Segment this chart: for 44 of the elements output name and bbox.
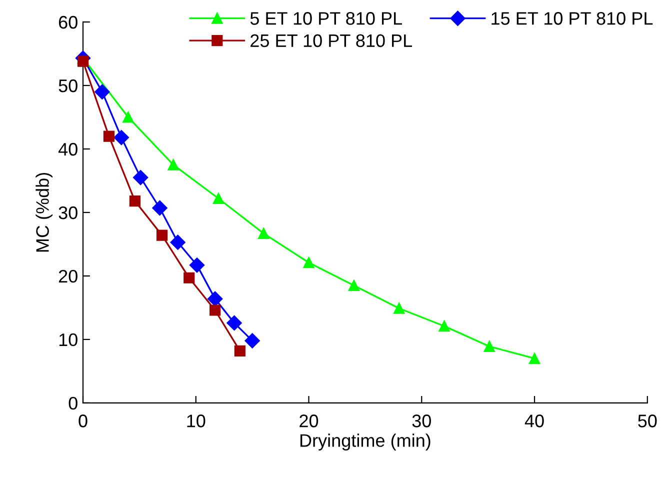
point <box>394 302 405 314</box>
point <box>103 130 115 142</box>
point <box>484 340 495 352</box>
point <box>244 333 260 348</box>
legend-label: 15 ET 10 PT 810 PL <box>492 12 653 25</box>
point <box>348 280 360 292</box>
y-axis-title: MC (%db) <box>36 172 52 252</box>
point <box>77 56 89 67</box>
point <box>528 352 540 364</box>
point <box>212 192 224 204</box>
x-tick-label: 30 <box>412 414 431 428</box>
x-tick-label: 20 <box>300 414 318 428</box>
y-tick-label: 50 <box>58 79 78 92</box>
point <box>133 170 148 186</box>
point <box>210 304 221 316</box>
point <box>226 315 242 331</box>
point <box>129 195 140 207</box>
point <box>152 200 168 216</box>
point <box>189 258 205 273</box>
point <box>234 345 246 356</box>
x-axis-title: Dryingtime (min) <box>300 434 430 451</box>
point <box>184 272 195 284</box>
point <box>438 320 450 332</box>
point <box>168 159 179 170</box>
point <box>156 230 168 241</box>
y-tick-label: 10 <box>59 333 78 346</box>
y-tick-label: 40 <box>58 142 78 156</box>
legend-label: 5 ET 10 PT 810 PL <box>250 12 402 25</box>
point <box>258 228 270 239</box>
point <box>114 130 129 146</box>
point <box>122 112 134 123</box>
point <box>303 257 314 268</box>
x-tick-label: 10 <box>187 414 206 428</box>
y-tick-label: 60 <box>58 16 78 29</box>
legend-label: 25 ET 10 PT 810 PL <box>250 34 412 48</box>
x-tick-label: 40 <box>524 414 544 428</box>
x-tick-label: 50 <box>638 414 657 428</box>
x-tick-label: 0 <box>78 414 88 428</box>
point <box>208 291 223 306</box>
y-tick-label: 20 <box>58 270 78 283</box>
point <box>94 84 110 100</box>
y-tick-label: 0 <box>68 396 78 410</box>
y-tick-label: 30 <box>58 206 78 220</box>
point <box>170 234 186 250</box>
